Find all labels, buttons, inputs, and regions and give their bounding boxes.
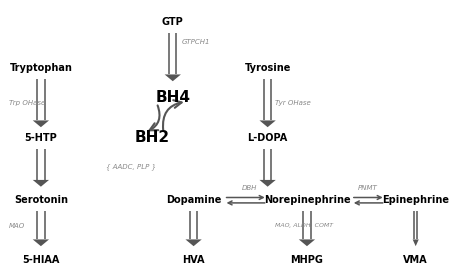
Polygon shape bbox=[33, 239, 49, 246]
Text: GTP: GTP bbox=[162, 17, 183, 27]
Polygon shape bbox=[164, 75, 181, 81]
Polygon shape bbox=[299, 239, 315, 246]
Text: BH2: BH2 bbox=[135, 131, 170, 145]
Polygon shape bbox=[413, 239, 419, 246]
Text: MAO: MAO bbox=[9, 223, 25, 229]
Text: Trp OHase: Trp OHase bbox=[9, 100, 45, 106]
Text: Epinephrine: Epinephrine bbox=[382, 195, 449, 205]
Polygon shape bbox=[259, 180, 276, 187]
Polygon shape bbox=[259, 120, 276, 127]
Text: Tryptophan: Tryptophan bbox=[9, 63, 73, 73]
Polygon shape bbox=[33, 180, 49, 187]
Text: HVA: HVA bbox=[182, 255, 205, 265]
Text: Norepinephrine: Norepinephrine bbox=[264, 195, 350, 205]
Text: MHPG: MHPG bbox=[291, 255, 323, 265]
Text: Dopamine: Dopamine bbox=[166, 195, 221, 205]
Text: Tyrosine: Tyrosine bbox=[245, 63, 291, 73]
Text: Serotonin: Serotonin bbox=[14, 195, 68, 205]
Polygon shape bbox=[33, 120, 49, 127]
Text: 5-HTP: 5-HTP bbox=[25, 133, 57, 143]
Polygon shape bbox=[185, 239, 202, 246]
Text: BH4: BH4 bbox=[155, 90, 190, 105]
Text: Tyr OHase: Tyr OHase bbox=[274, 100, 310, 106]
Text: GTPCH1: GTPCH1 bbox=[182, 39, 210, 45]
Text: MAO, ALDH, COMT: MAO, ALDH, COMT bbox=[274, 223, 333, 229]
Text: 5-HIAA: 5-HIAA bbox=[22, 255, 60, 265]
Text: DBH: DBH bbox=[242, 185, 257, 191]
Text: L-DOPA: L-DOPA bbox=[247, 133, 288, 143]
Text: VMA: VMA bbox=[403, 255, 428, 265]
Text: { AADC, PLP }: { AADC, PLP } bbox=[106, 164, 156, 170]
Text: PNMT: PNMT bbox=[358, 185, 378, 191]
